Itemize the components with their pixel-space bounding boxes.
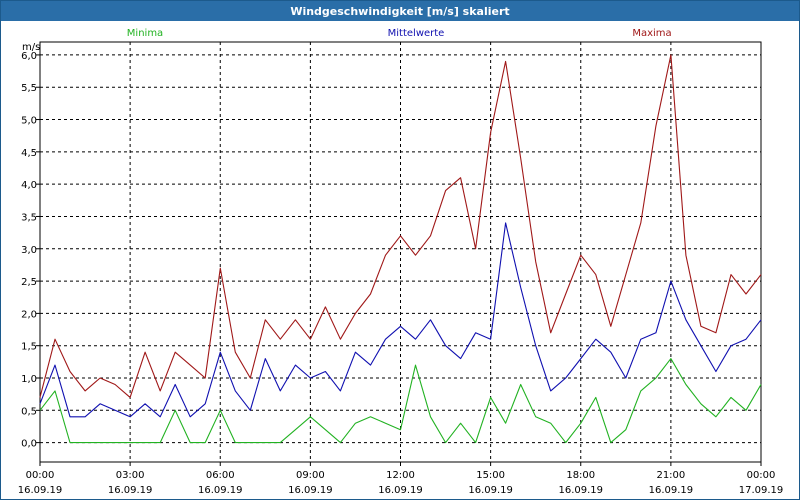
y-tick-label: 6,0	[21, 51, 37, 62]
series-line-maxima	[39, 54, 762, 398]
y-tick-label: 5,5	[21, 83, 37, 94]
x-tick-date: 16.09.19	[558, 485, 603, 496]
x-tick-date: 16.09.19	[198, 485, 243, 496]
legend-maxima: Maxima	[632, 28, 671, 39]
x-tick-time: 12:00	[386, 470, 415, 481]
y-axis: 0,0 0,5 1,0 1,5 2,0 2,5 3,0 3,5 4,0 4,5 5,0 5,5 6,0	[21, 51, 40, 450]
x-tick-date: 16.09.19	[378, 485, 423, 496]
x-tick-time: 00:00	[747, 470, 776, 481]
y-tick-label: 1,5	[21, 342, 37, 353]
chart-title: Windgeschwindigkeit [m/s] skaliert	[1, 1, 799, 21]
y-tick-label: 5,0	[21, 116, 37, 127]
x-tick-time: 00:00	[26, 470, 55, 481]
x-tick-date: 16.09.19	[468, 485, 513, 496]
y-tick-label: 2,5	[21, 277, 37, 288]
legend-minima: Minima	[127, 28, 163, 39]
x-axis: 00:00 16.09.19 03:00 16.09.19 06:00 16.09.19 0…	[18, 462, 784, 496]
grid-lines	[40, 42, 761, 462]
x-tick-date: 16.09.19	[288, 485, 333, 496]
x-tick-date: 16.09.19	[649, 485, 694, 496]
legend-mittelwerte: Mittelwerte	[388, 28, 445, 39]
y-axis-label: m/s	[22, 42, 40, 53]
y-tick-label: 3,5	[21, 212, 37, 223]
x-tick-time: 18:00	[566, 470, 595, 481]
x-tick-time: 15:00	[476, 470, 505, 481]
y-tick-label: 4,5	[21, 148, 37, 159]
x-tick-time: 06:00	[206, 470, 235, 481]
x-tick-date: 16.09.19	[108, 485, 153, 496]
series-line-minima	[39, 358, 762, 444]
y-tick-label: 3,0	[21, 245, 37, 256]
y-tick-label: 2,0	[21, 309, 37, 320]
legend: Minima Mittelwerte Maxima	[127, 28, 672, 39]
x-tick-date: 17.09.19	[739, 485, 784, 496]
x-tick-time: 09:00	[296, 470, 325, 481]
x-tick-date: 16.09.19	[18, 485, 63, 496]
x-tick-time: 21:00	[656, 470, 685, 481]
series-group	[39, 54, 762, 444]
y-tick-label: 1,0	[21, 374, 37, 385]
series-line-mittelwerte	[39, 222, 762, 418]
x-tick-time: 03:00	[116, 470, 145, 481]
y-tick-label: 0,0	[21, 439, 37, 450]
y-tick-label: 4,0	[21, 180, 37, 191]
y-tick-label: 0,5	[21, 406, 37, 417]
